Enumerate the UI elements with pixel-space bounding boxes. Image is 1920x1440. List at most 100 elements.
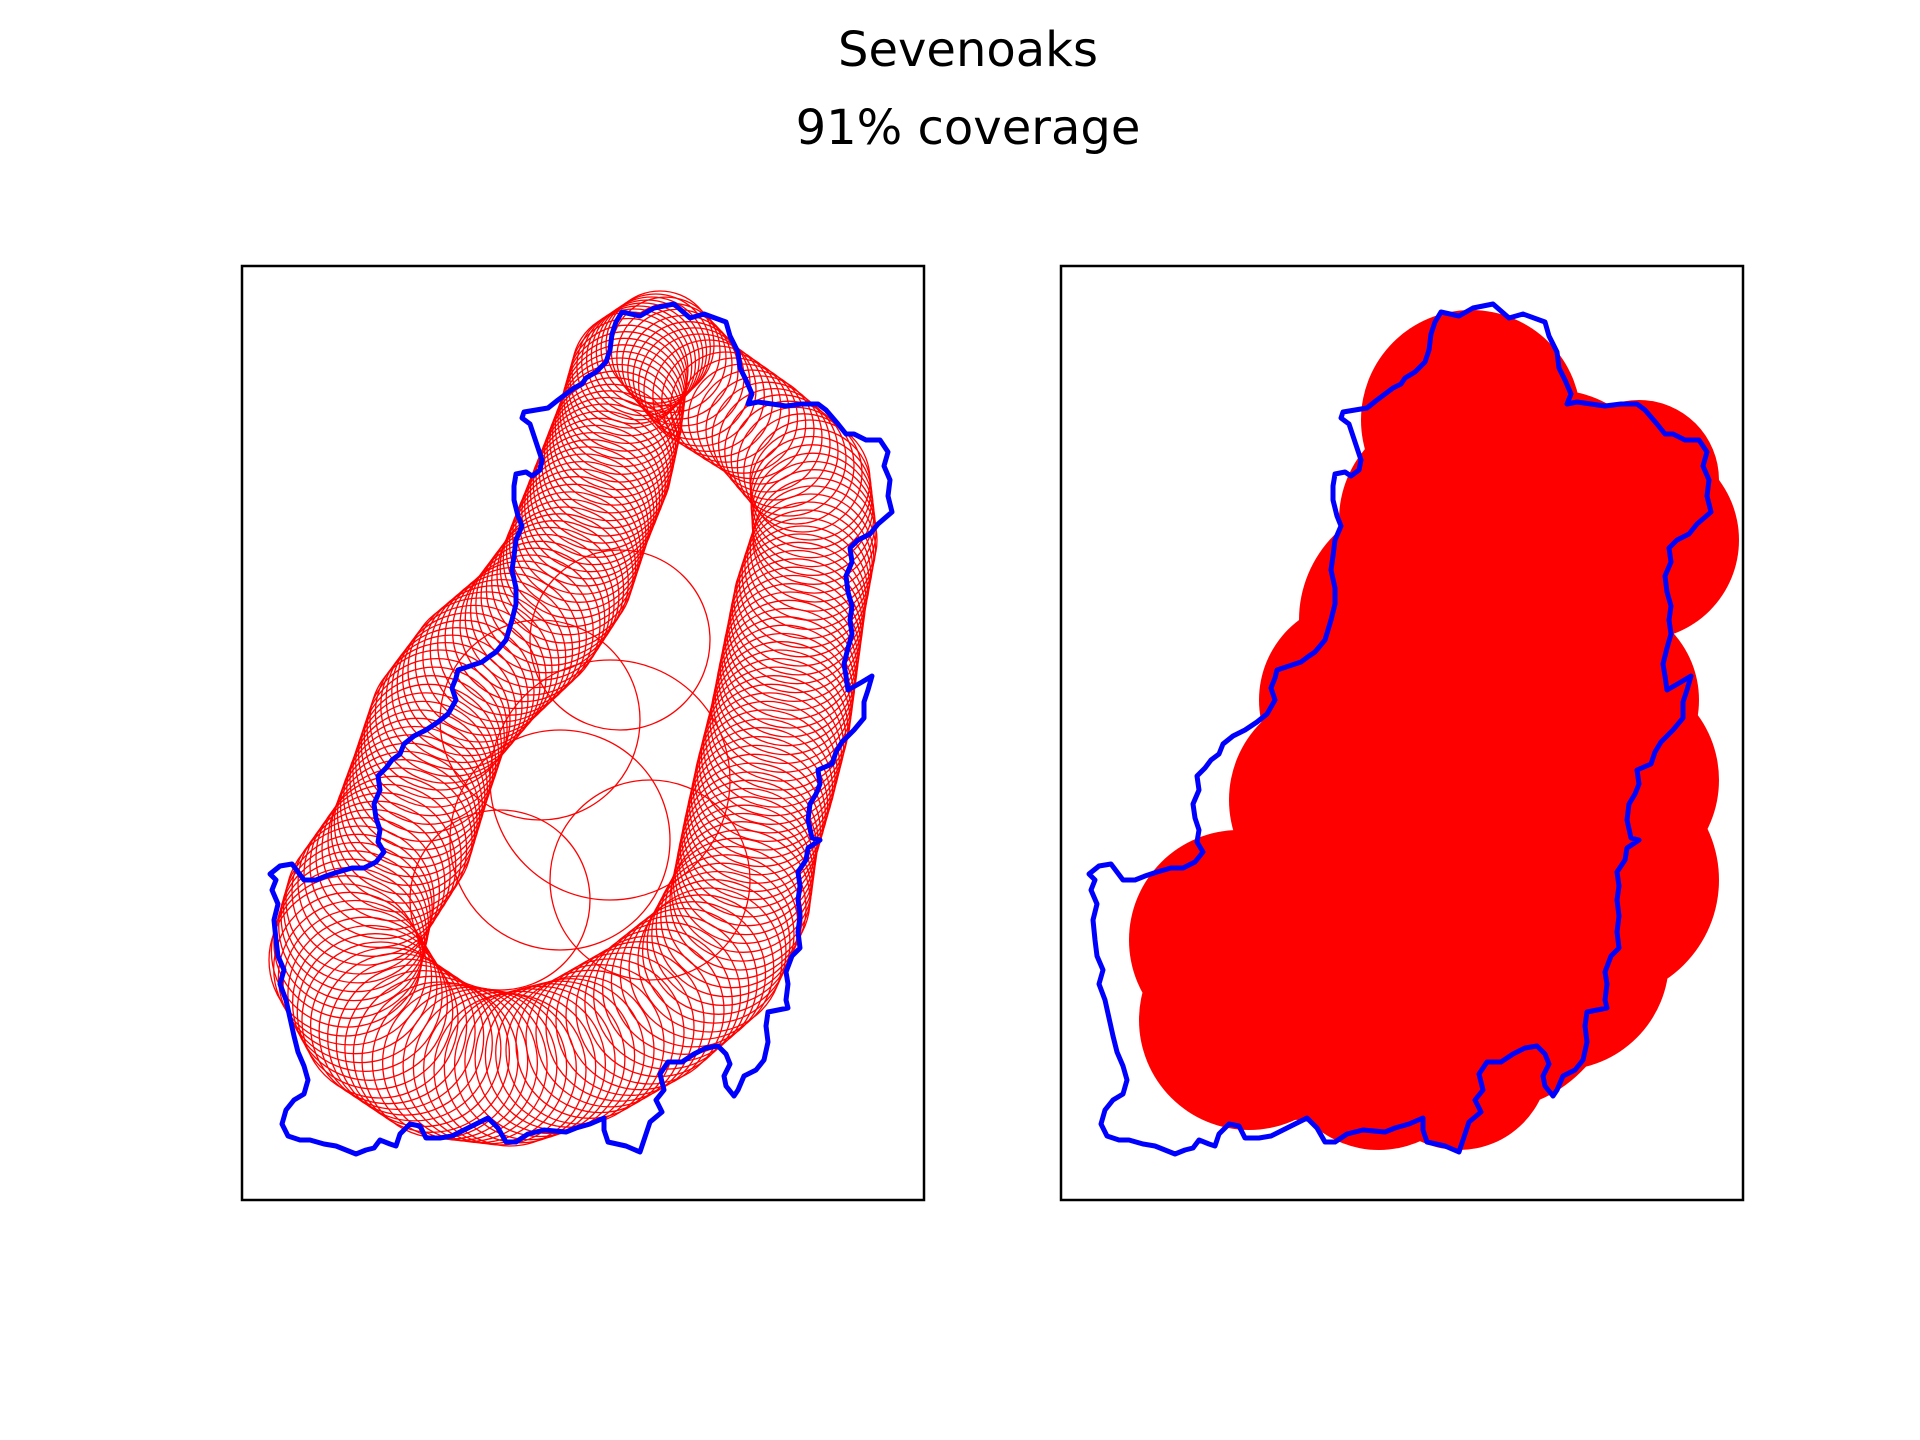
coverage-circle-outline <box>374 641 517 784</box>
coverage-circle-outline <box>744 501 873 631</box>
coverage-circle-outline <box>449 729 671 951</box>
coverage-circle-outline <box>651 862 795 1007</box>
coverage-circle-outline <box>296 933 454 1090</box>
coverage-circle-outline <box>555 946 705 1097</box>
coverage-circle-outline <box>409 809 591 991</box>
district-boundary-right <box>1086 301 1714 1157</box>
coverage-circle-outline <box>489 659 731 901</box>
coverage-circle-outline <box>746 493 875 621</box>
coverage-circle-outline <box>318 952 476 1111</box>
coverage-circle-outline <box>535 410 669 544</box>
coverage-circle-outline <box>724 394 839 509</box>
coverage-circle-outline <box>309 947 468 1105</box>
coverage-circle-outline <box>474 983 626 1135</box>
coverage-circle-outline <box>652 339 765 453</box>
coverage-circle-outline <box>352 700 494 843</box>
coverage-circle-outline <box>391 619 535 764</box>
map-panel-filled-coverage <box>1059 264 1745 1202</box>
coverage-circle-outline <box>277 899 433 1055</box>
coverage-circle-outline <box>505 483 642 620</box>
coverage-circle-outline <box>321 775 468 922</box>
coverage-circle-outline <box>414 591 560 736</box>
coverage-circle-outline <box>575 935 725 1085</box>
coverage-circle-outline <box>628 894 775 1041</box>
coverage-circle-outline <box>686 744 826 884</box>
coverage-filled-circle <box>1559 400 1719 560</box>
coverage-circle-outline <box>327 958 485 1116</box>
coverage-circle-outline <box>496 506 634 644</box>
panel-frame-right <box>1059 264 1745 1202</box>
coverage-circle-outline <box>297 808 446 957</box>
coverage-circle-outline <box>545 952 695 1102</box>
coverage-circle-outline <box>282 833 433 984</box>
coverage-circle-outline <box>546 383 677 514</box>
coverage-filled-circle <box>1129 830 1349 1050</box>
coverage-circle-outline <box>661 345 774 458</box>
coverage-filled-area <box>1129 310 1739 1150</box>
coverage-circle-outline <box>711 381 823 493</box>
coverage-filled-circle <box>1499 600 1699 800</box>
coverage-circle-outline <box>664 837 807 980</box>
coverage-circle-outline <box>749 485 877 612</box>
coverage-circle-outline <box>464 985 616 1138</box>
coverage-circle-outline <box>380 634 523 777</box>
coverage-circle-outline <box>627 314 739 427</box>
coverage-circle-outline <box>685 753 824 893</box>
coverage-circle-outline <box>702 675 845 817</box>
coverage-circle-outline <box>678 357 790 469</box>
coverage-circle-outline <box>451 560 594 703</box>
coverage-circle-outline <box>346 717 489 860</box>
coverage-circle-outline <box>453 988 607 1141</box>
coverage-circle-outline <box>736 406 855 525</box>
coverage-circle-outline <box>464 547 606 689</box>
coverage-circle-outline <box>361 981 519 1139</box>
coverage-circle-outline <box>309 792 457 940</box>
coverage-circle-outline <box>270 875 424 1028</box>
coverage-circle-outline <box>499 498 637 636</box>
coverage-circle-outline <box>749 419 871 541</box>
figure-title: Sevenoaks <box>838 22 1098 78</box>
coverage-circle-outline <box>741 509 872 640</box>
coverage-circle-outline <box>749 427 872 550</box>
coverage-circle-outline <box>641 879 787 1024</box>
coverage-circle-outline <box>401 604 547 750</box>
coverage-circle-outlines <box>268 290 878 1147</box>
coverage-circle-outline <box>549 779 751 981</box>
coverage-circle-outline <box>491 513 629 652</box>
coverage-circle-outline <box>717 387 831 501</box>
coverage-circle-outline <box>287 916 443 1073</box>
coverage-circle-outline <box>529 549 711 731</box>
coverage-circle-outline <box>480 526 620 666</box>
coverage-filled-circle <box>1369 970 1549 1150</box>
coverage-circle-outline <box>291 817 441 966</box>
coverage-circle-outline <box>535 958 685 1108</box>
coverage-circle-outline <box>333 750 478 895</box>
coverage-circle-outline <box>443 990 597 1144</box>
coverage-circle-outline <box>475 533 615 674</box>
coverage-circle-outline <box>569 317 688 437</box>
coverage-circle-outline <box>738 517 870 649</box>
map-panel-circle-outlines <box>240 264 926 1202</box>
coverage-circle-outline <box>605 290 715 400</box>
coverage-filled-circle <box>1259 600 1459 800</box>
coverage-circle-outline <box>619 901 767 1048</box>
district-boundary-left <box>267 301 895 1157</box>
panel-frame-left <box>240 264 926 1202</box>
coverage-circle-outline <box>643 333 757 447</box>
coverage-circle-outline <box>352 975 511 1133</box>
coverage-circle-outline <box>532 417 666 551</box>
coverage-circle-outline <box>278 850 430 1002</box>
coverage-circle-outline <box>581 305 697 421</box>
coverage-circle-outline <box>485 520 625 659</box>
coverage-circle-outline <box>502 491 639 628</box>
coverage-circle-outline <box>543 390 675 522</box>
coverage-circle-outline <box>595 296 708 408</box>
coverage-circle-outline <box>459 554 601 696</box>
figure-subtitle: 91% coverage <box>796 100 1141 156</box>
coverage-circle-outline <box>335 964 493 1122</box>
coverage-circle-outline <box>505 975 655 1125</box>
coverage-circle-outline <box>515 969 665 1119</box>
coverage-circle-outline <box>407 597 553 743</box>
coverage-circle-outline <box>683 762 822 901</box>
